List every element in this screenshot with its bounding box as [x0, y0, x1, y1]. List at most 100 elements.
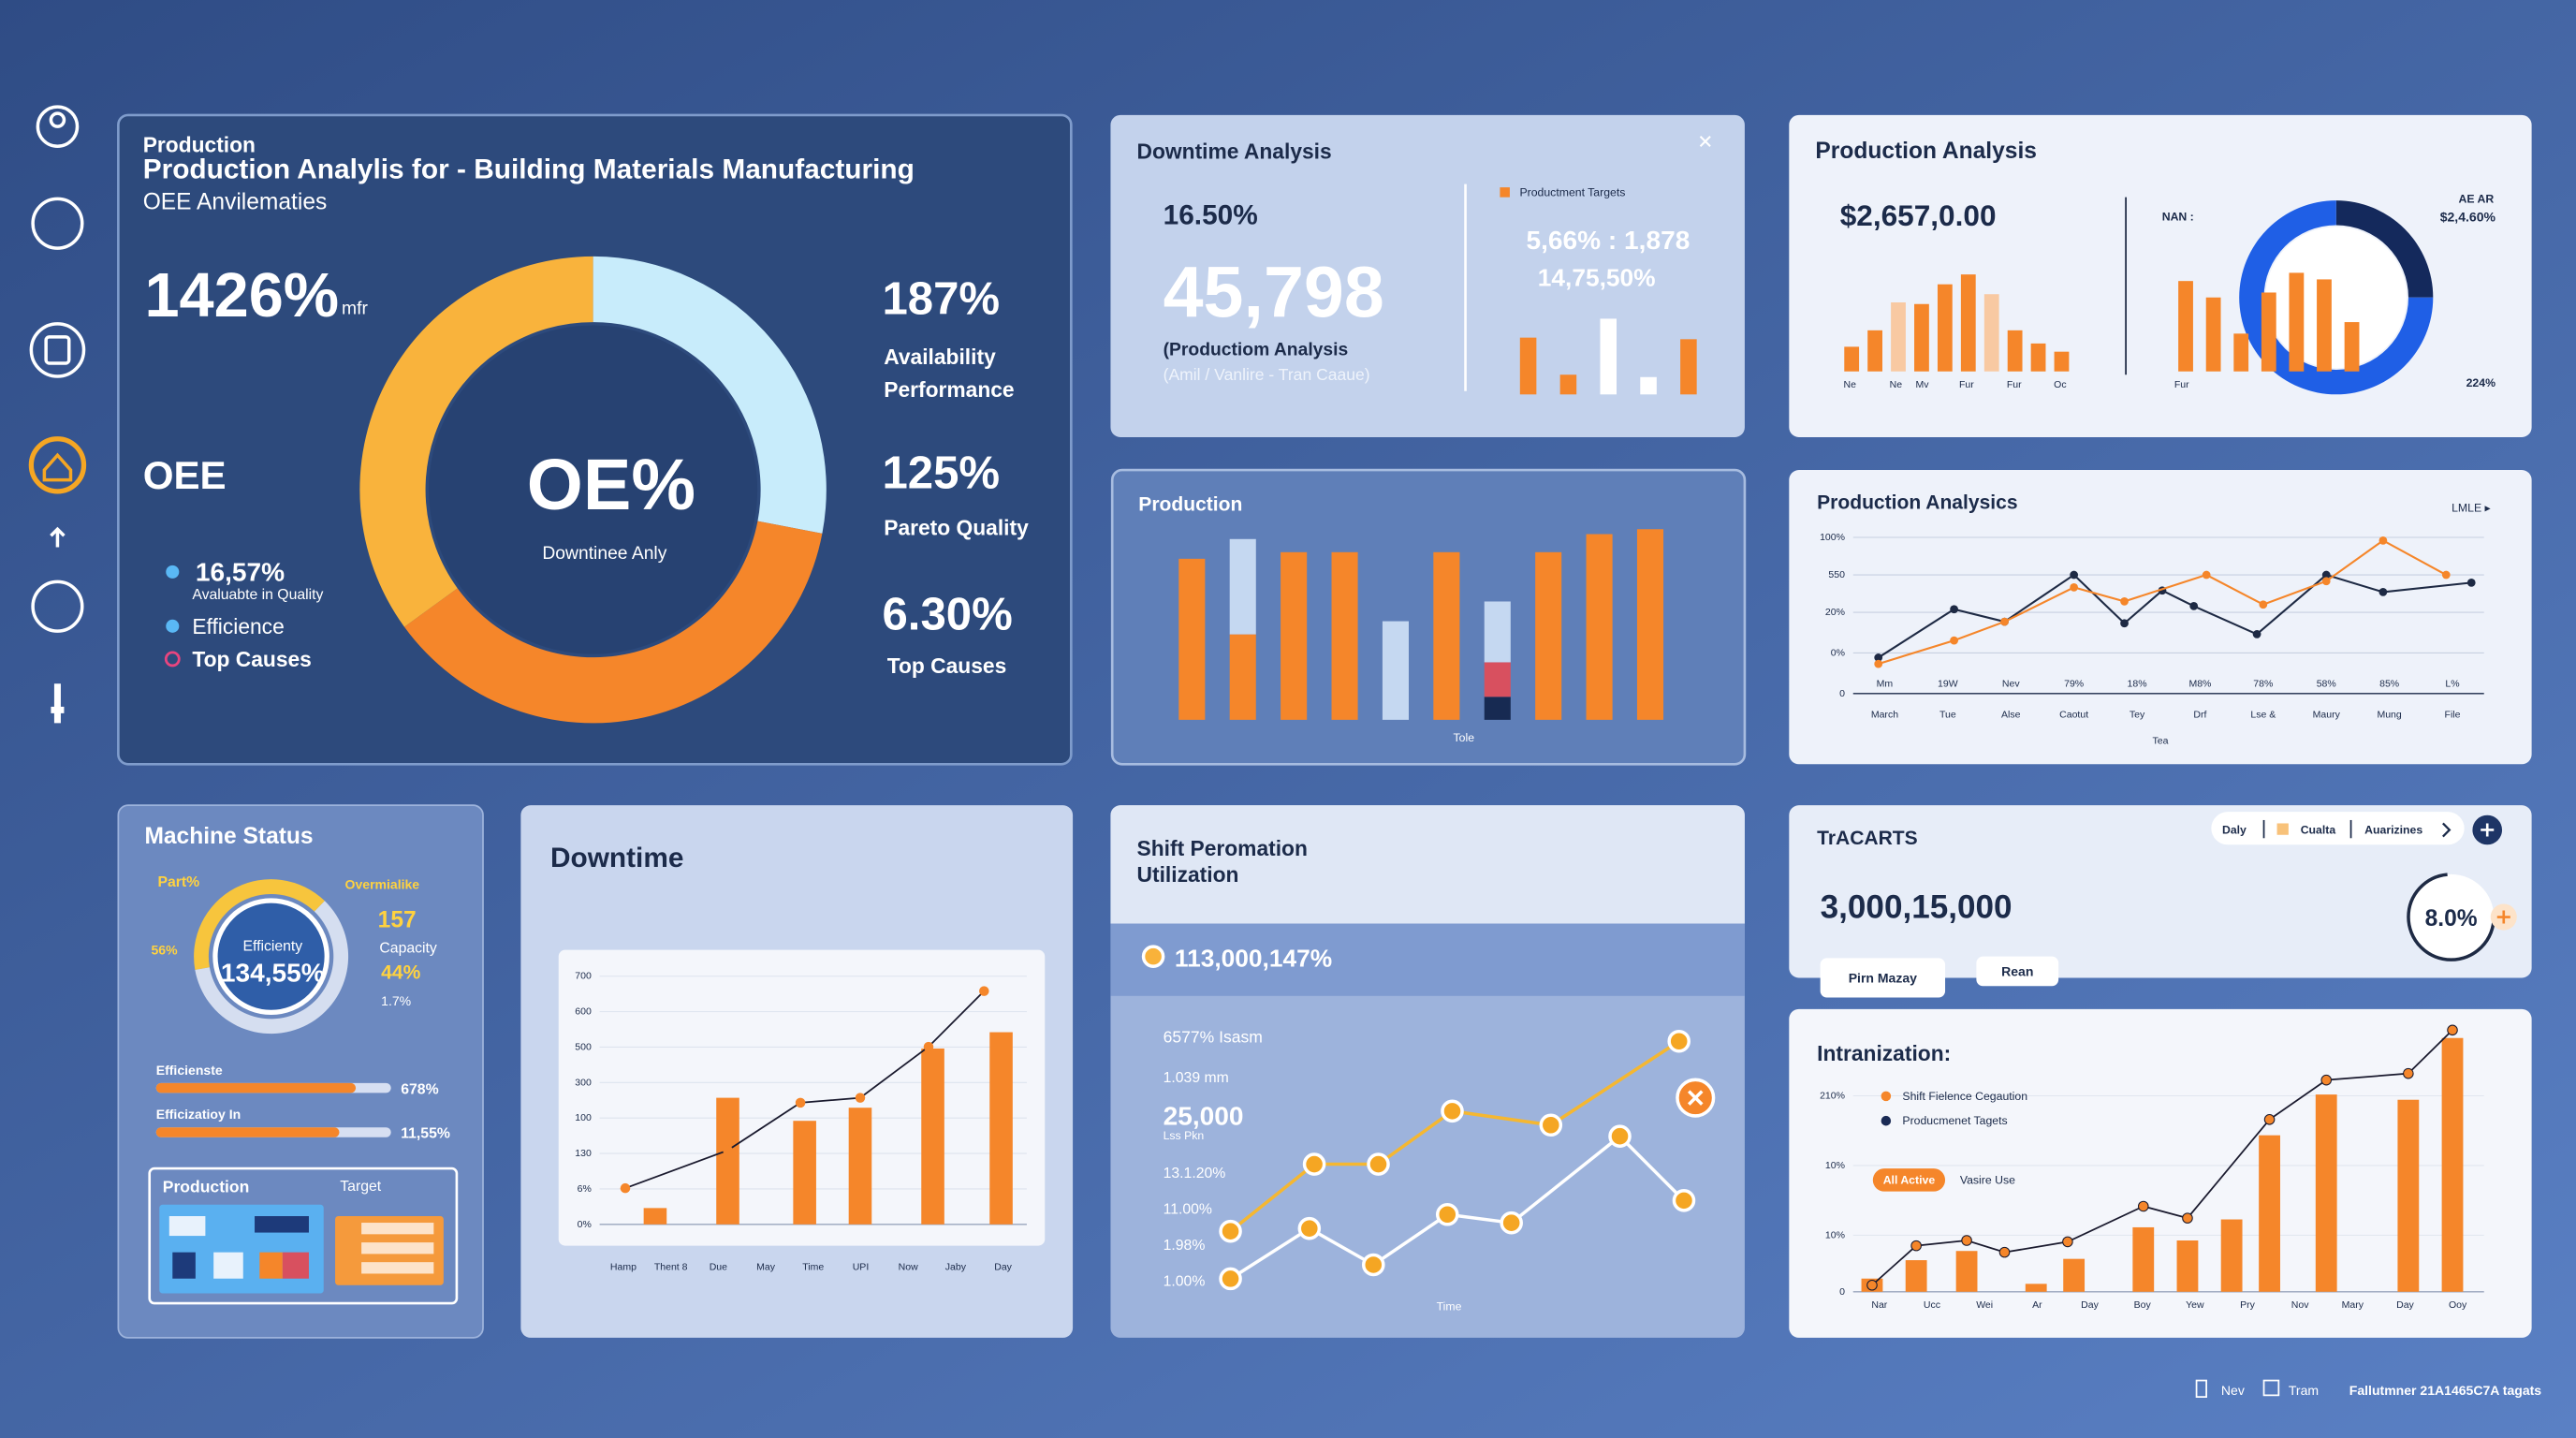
bar: [2261, 292, 2276, 372]
bar: [1519, 337, 1537, 395]
bar: [1983, 294, 1999, 372]
x-tick-label: 85%: [2379, 678, 2399, 689]
x-tick-label: Caotut: [2059, 710, 2088, 721]
legend-marker: [166, 565, 180, 579]
x-tick-label: 79%: [2064, 678, 2084, 689]
footer-item: Nev: [2221, 1383, 2245, 1398]
y-tick-label: 210%: [1820, 1091, 1845, 1102]
footer-item: Tram: [2289, 1383, 2319, 1398]
y-tick-label: 130: [575, 1148, 592, 1159]
label: Downtime: [550, 843, 684, 873]
bar: [2317, 279, 2332, 372]
production-target-box: [148, 1167, 459, 1305]
x-tick-label: Due: [710, 1261, 727, 1272]
bar-segment: [1331, 551, 1358, 720]
point: [1874, 659, 1883, 668]
y-tick-label: 100%: [1820, 532, 1845, 543]
x-tick-label: Tey: [2130, 710, 2145, 721]
bar: [1867, 330, 1882, 372]
point: [1998, 1246, 2011, 1258]
point: [1302, 1152, 1326, 1176]
label: 3,000,15,000: [1821, 888, 2012, 925]
bar: [2178, 281, 2193, 372]
point: [855, 1093, 866, 1103]
point: [2259, 600, 2268, 609]
x-tick-label: Day: [2396, 1299, 2414, 1311]
bar: [2344, 322, 2360, 372]
legend-swatch: [1500, 187, 1510, 198]
bar-segment: [1586, 534, 1613, 720]
point: [2466, 578, 2476, 587]
tools-icon[interactable]: [31, 197, 84, 250]
button[interactable]: [1820, 958, 1946, 998]
bar: [2441, 1037, 2464, 1292]
label: AE AR: [2459, 192, 2495, 205]
home-icon[interactable]: [28, 436, 87, 494]
y-tick-label: 100: [575, 1112, 592, 1123]
label: Part%: [157, 874, 199, 890]
bar-segment: [1433, 551, 1460, 720]
label: 1.7%: [381, 993, 411, 1008]
close-icon[interactable]: [1699, 135, 1711, 147]
bar: [921, 1048, 944, 1225]
label: OEE: [143, 453, 227, 497]
label: Tole: [1454, 731, 1475, 744]
x-tick-label: Fur: [1959, 379, 1974, 390]
point: [1219, 1267, 1242, 1291]
y-tick-label: 0: [1839, 1286, 1845, 1298]
cap-icon[interactable]: [31, 580, 84, 633]
label: Productment Targets: [1519, 185, 1625, 198]
x-tick-label: Time: [802, 1261, 824, 1272]
x-tick-label: March: [1871, 710, 1898, 721]
bar: [1600, 318, 1617, 395]
point: [2263, 1114, 2276, 1125]
filter-pill[interactable]: [1872, 1168, 1946, 1192]
button-label: Pirn Mazay: [1849, 970, 1917, 985]
label: 14,75,50%: [1538, 264, 1656, 292]
point: [2378, 536, 2388, 545]
point: [979, 986, 989, 996]
label: Efficienty: [242, 939, 302, 955]
label: Machine Status: [144, 824, 313, 849]
up-icon[interactable]: [50, 526, 66, 548]
x-tick-label: Alse: [2001, 710, 2021, 721]
point: [1361, 1253, 1385, 1277]
bar: [793, 1121, 816, 1225]
label: Vasire Use: [1960, 1173, 2015, 1186]
x-tick-label: Ooy: [2449, 1299, 2467, 1311]
point: [795, 1097, 806, 1108]
label: Production: [163, 1177, 250, 1196]
bar: [2289, 272, 2305, 372]
label: 1.039 mm: [1164, 1070, 1229, 1086]
bar: [1640, 376, 1657, 395]
x-tick-label: Wei: [1976, 1299, 1993, 1311]
donut-segment: [593, 256, 827, 534]
report-icon[interactable]: [29, 322, 86, 378]
y-tick-label: 300: [575, 1077, 592, 1088]
person-icon[interactable]: [51, 683, 65, 724]
donut-hole: [2265, 227, 2408, 369]
label: 16.50%: [1164, 199, 1258, 230]
button[interactable]: [1976, 956, 2059, 987]
label: 44%: [381, 962, 420, 984]
x-tick-label: Boy: [2134, 1299, 2152, 1311]
point: [1672, 1189, 1696, 1212]
x-tick-label: M8%: [2188, 678, 2211, 689]
label: Efficizatioy In: [156, 1107, 241, 1122]
x-tick-label: L%: [2445, 678, 2459, 689]
label: 1.98%: [1164, 1238, 1206, 1254]
tab: Auarizines: [2364, 823, 2422, 836]
label: 125%: [882, 448, 1000, 499]
point: [1961, 1235, 1972, 1246]
label: 224%: [2466, 376, 2496, 389]
label: 1426%: [144, 261, 339, 330]
legend-marker: [1881, 1115, 1892, 1126]
rate-add-plus: [2496, 910, 2510, 924]
tab-next[interactable]: [2442, 822, 2452, 838]
label: 45,798: [1164, 252, 1384, 332]
point: [2070, 583, 2079, 592]
bar-segment: [1636, 529, 1664, 720]
profile-icon[interactable]: [36, 105, 80, 148]
bar: [1844, 346, 1860, 372]
bar: [1914, 303, 1929, 372]
